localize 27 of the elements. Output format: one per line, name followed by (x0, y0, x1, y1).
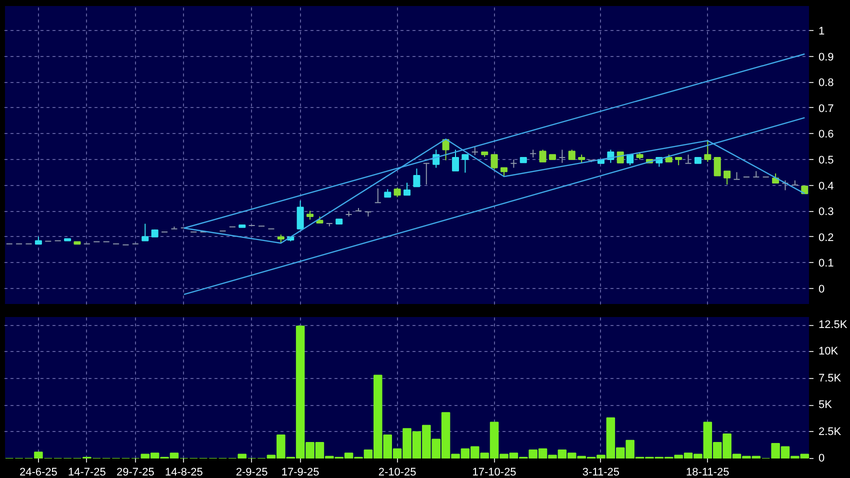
y-tick-label: 0 (818, 284, 825, 296)
y-tick-label: 7.5K (818, 372, 842, 384)
y-tick-label: 0.9 (818, 51, 834, 64)
x-tick-label: 14-8-25 (164, 466, 203, 478)
y-tick-label: 0.2 (818, 232, 834, 244)
y-tick-label: 0.4 (818, 180, 834, 192)
x-tick-label: 17-9-25 (281, 466, 320, 478)
x-tick-label: 24-6-25 (19, 466, 58, 478)
x-tick-label: 2-10-25 (378, 466, 416, 478)
x-tick-label: 29-7-25 (116, 466, 154, 478)
y-tick-label: 0.8 (818, 77, 834, 90)
y-tick-label: 1 (818, 26, 825, 38)
y-tick-label: 0.6 (818, 128, 834, 141)
x-tick-label: 3-11-25 (582, 466, 620, 478)
y-tick-label: 2.5K (818, 426, 842, 438)
y-tick-label: 0 (818, 452, 825, 464)
y-tick-label: 12.5K (818, 319, 848, 332)
x-tick-label: 18-11-25 (686, 466, 730, 478)
y-tick-label: 0.7 (818, 102, 834, 115)
y-tick-label: 0.1 (818, 258, 834, 270)
y-tick-label: 0.5 (818, 154, 834, 167)
y-tick-label: 5K (818, 399, 833, 412)
x-tick-label: 2-9-25 (236, 466, 268, 478)
x-tick-label: 14-7-25 (68, 466, 106, 478)
y-tick-label: 0.3 (818, 206, 834, 218)
x-tick-label: 17-10-25 (472, 466, 516, 478)
y-tick-label: 10K (818, 346, 839, 358)
